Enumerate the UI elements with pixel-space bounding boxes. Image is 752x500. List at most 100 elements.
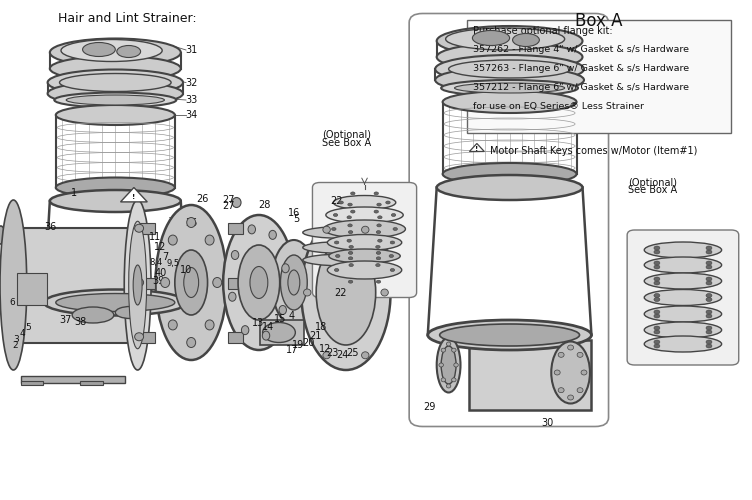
Text: Purchase optional flange kit:: Purchase optional flange kit: bbox=[473, 26, 613, 36]
Ellipse shape bbox=[654, 246, 660, 250]
Ellipse shape bbox=[349, 264, 353, 266]
Text: 1: 1 bbox=[71, 188, 77, 198]
Text: 357263 - Flange 6" w/ Gasket & s/s Hardware: 357263 - Flange 6" w/ Gasket & s/s Hardw… bbox=[473, 64, 690, 73]
Ellipse shape bbox=[449, 60, 571, 78]
Ellipse shape bbox=[115, 306, 145, 318]
Text: 18: 18 bbox=[315, 322, 328, 332]
Text: 8,4: 8,4 bbox=[150, 258, 163, 266]
Text: 30: 30 bbox=[541, 418, 553, 428]
Ellipse shape bbox=[706, 277, 712, 281]
Text: Box A: Box A bbox=[575, 12, 623, 30]
Ellipse shape bbox=[443, 163, 577, 185]
Ellipse shape bbox=[558, 352, 564, 358]
Text: 31: 31 bbox=[186, 45, 198, 55]
Ellipse shape bbox=[581, 370, 587, 375]
Ellipse shape bbox=[706, 298, 712, 302]
Ellipse shape bbox=[323, 226, 330, 233]
Bar bbox=[137, 278, 156, 288]
Ellipse shape bbox=[56, 178, 174, 198]
Ellipse shape bbox=[329, 249, 400, 263]
Ellipse shape bbox=[654, 261, 660, 265]
Text: 4: 4 bbox=[289, 311, 295, 321]
Ellipse shape bbox=[44, 290, 186, 316]
Ellipse shape bbox=[381, 289, 388, 296]
Text: See Box A: See Box A bbox=[322, 138, 371, 147]
Polygon shape bbox=[469, 144, 484, 152]
Ellipse shape bbox=[333, 196, 396, 209]
Text: 5: 5 bbox=[26, 324, 31, 332]
Ellipse shape bbox=[323, 220, 405, 238]
Ellipse shape bbox=[706, 294, 712, 298]
Text: 40: 40 bbox=[155, 268, 167, 278]
Ellipse shape bbox=[386, 201, 390, 204]
FancyBboxPatch shape bbox=[627, 230, 738, 365]
Ellipse shape bbox=[377, 224, 381, 227]
Bar bbox=[80, 381, 103, 385]
Ellipse shape bbox=[378, 216, 382, 219]
Text: 13: 13 bbox=[252, 318, 264, 328]
Text: Motor Shaft Keys comes w/Motor (Item#1): Motor Shaft Keys comes w/Motor (Item#1) bbox=[490, 146, 697, 156]
Ellipse shape bbox=[452, 348, 456, 352]
Bar bbox=[468, 340, 591, 410]
Ellipse shape bbox=[376, 264, 381, 266]
Ellipse shape bbox=[453, 363, 458, 367]
Text: 27: 27 bbox=[222, 195, 235, 205]
Bar bbox=[21, 376, 125, 382]
Ellipse shape bbox=[326, 207, 403, 223]
Ellipse shape bbox=[186, 338, 196, 347]
Ellipse shape bbox=[441, 346, 456, 384]
Ellipse shape bbox=[376, 257, 381, 260]
Text: 34: 34 bbox=[186, 110, 198, 120]
Ellipse shape bbox=[348, 280, 353, 283]
Ellipse shape bbox=[250, 266, 268, 298]
Ellipse shape bbox=[447, 342, 451, 346]
Ellipse shape bbox=[568, 345, 574, 350]
Ellipse shape bbox=[551, 342, 590, 404]
Text: (Optional): (Optional) bbox=[322, 130, 371, 140]
Ellipse shape bbox=[443, 91, 577, 113]
Ellipse shape bbox=[280, 255, 308, 310]
Ellipse shape bbox=[362, 352, 369, 359]
Text: 36: 36 bbox=[44, 222, 56, 232]
Ellipse shape bbox=[303, 242, 389, 254]
Ellipse shape bbox=[232, 250, 239, 260]
Ellipse shape bbox=[644, 290, 722, 306]
Bar bbox=[229, 223, 243, 234]
Ellipse shape bbox=[47, 70, 183, 96]
Ellipse shape bbox=[262, 322, 296, 342]
Ellipse shape bbox=[135, 333, 144, 341]
Bar bbox=[137, 223, 156, 234]
Ellipse shape bbox=[347, 216, 351, 219]
Ellipse shape bbox=[288, 270, 300, 295]
Ellipse shape bbox=[654, 326, 660, 330]
Ellipse shape bbox=[262, 331, 270, 340]
Ellipse shape bbox=[348, 257, 353, 260]
Ellipse shape bbox=[706, 330, 712, 334]
FancyBboxPatch shape bbox=[467, 20, 731, 132]
Ellipse shape bbox=[188, 276, 203, 298]
Ellipse shape bbox=[271, 240, 316, 325]
Ellipse shape bbox=[61, 40, 162, 62]
Ellipse shape bbox=[56, 105, 174, 125]
Ellipse shape bbox=[0, 200, 27, 370]
Text: 5: 5 bbox=[293, 214, 299, 224]
Ellipse shape bbox=[333, 214, 338, 216]
Ellipse shape bbox=[183, 268, 199, 298]
Ellipse shape bbox=[654, 294, 660, 298]
Ellipse shape bbox=[654, 310, 660, 314]
Ellipse shape bbox=[452, 378, 456, 382]
Ellipse shape bbox=[644, 257, 722, 273]
Text: See Box A: See Box A bbox=[628, 185, 677, 195]
Bar bbox=[137, 332, 156, 343]
Ellipse shape bbox=[339, 201, 344, 204]
Ellipse shape bbox=[440, 324, 580, 346]
Ellipse shape bbox=[269, 230, 277, 239]
Ellipse shape bbox=[390, 241, 395, 244]
Ellipse shape bbox=[174, 250, 208, 315]
Ellipse shape bbox=[168, 235, 177, 245]
Ellipse shape bbox=[706, 310, 712, 314]
Ellipse shape bbox=[654, 344, 660, 348]
Ellipse shape bbox=[135, 278, 144, 286]
Text: 357212 - Flange 6" w/ Gasket & s/s Hardware: 357212 - Flange 6" w/ Gasket & s/s Hardw… bbox=[473, 83, 689, 92]
Text: 15: 15 bbox=[274, 314, 286, 324]
